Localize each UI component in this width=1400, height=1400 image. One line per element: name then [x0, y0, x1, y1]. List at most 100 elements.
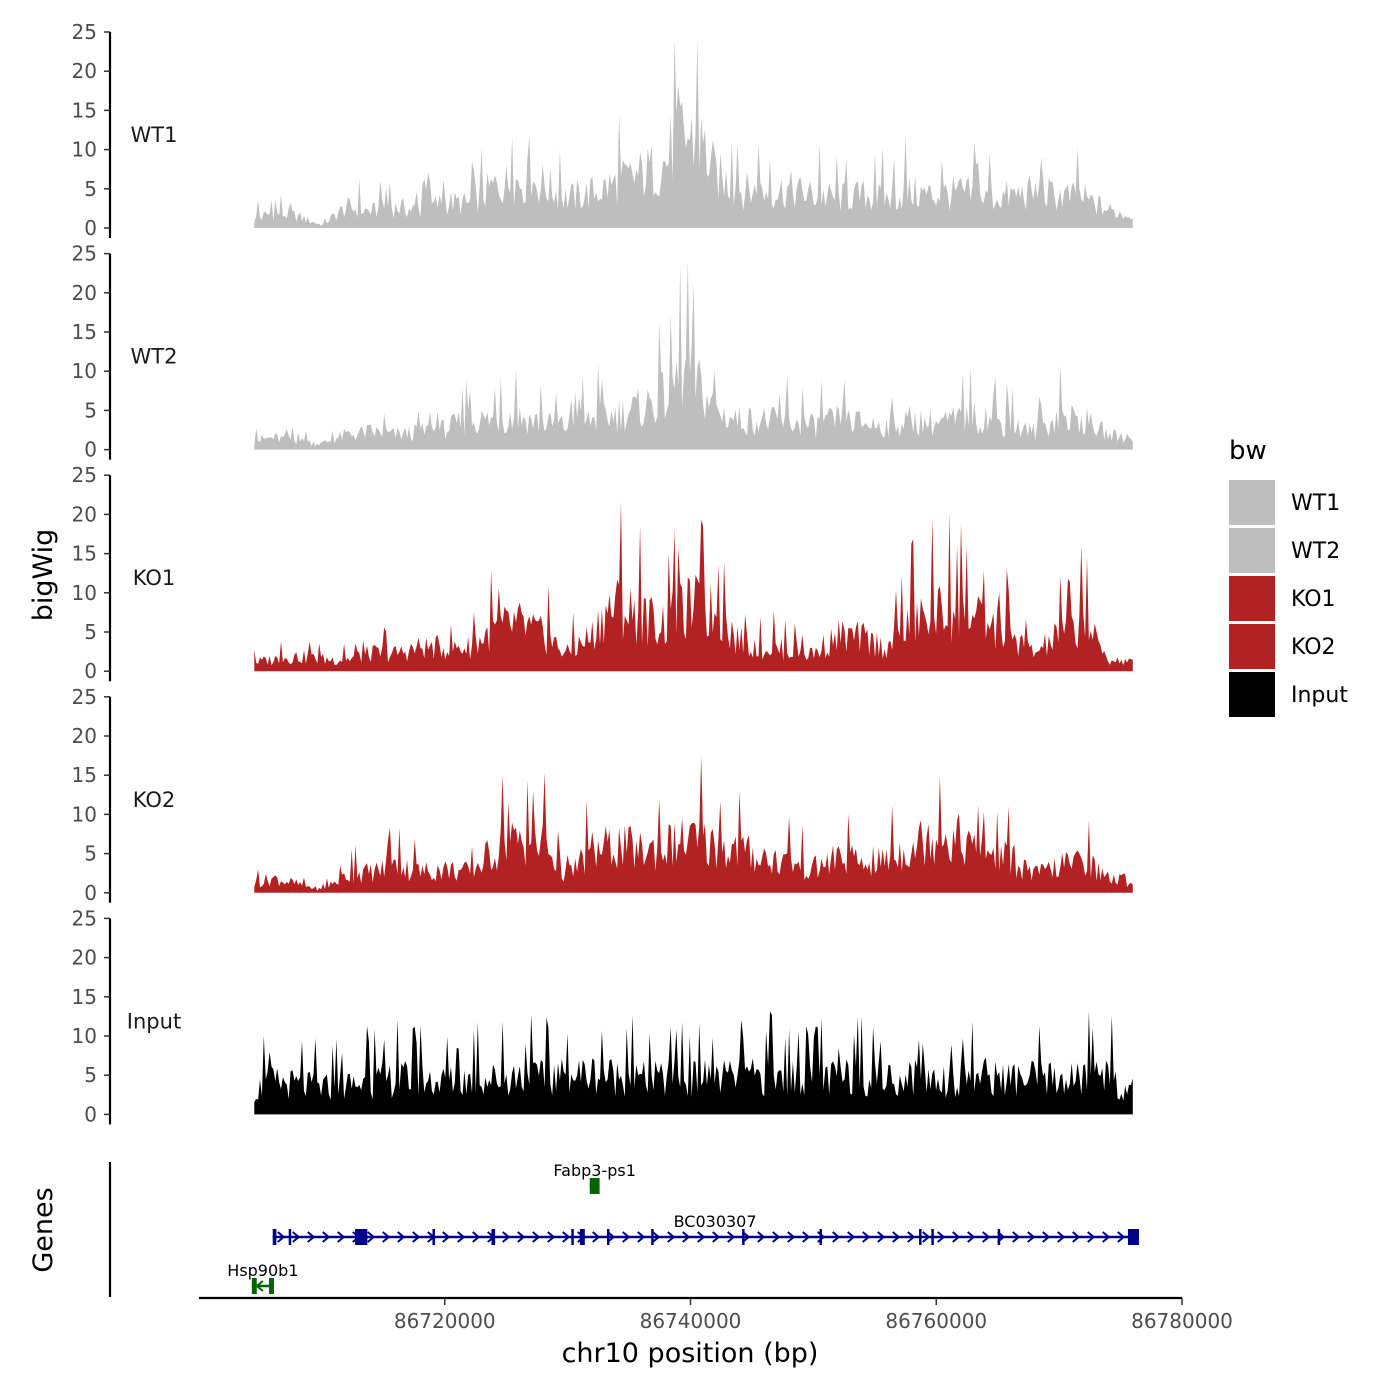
- y-tick-label: 25: [72, 906, 97, 930]
- y-tick-label: 20: [72, 59, 97, 83]
- strand-chevron: [337, 1231, 346, 1243]
- gene-exon: [491, 1229, 496, 1245]
- y-tick-label: 10: [72, 802, 97, 826]
- legend-swatch: [1229, 576, 1275, 621]
- legend-swatch: [1229, 672, 1275, 717]
- strand-chevron: [727, 1231, 736, 1243]
- strand-chevron: [255, 1280, 264, 1292]
- y-tick-label: 20: [72, 281, 97, 305]
- strand-chevron: [937, 1231, 946, 1243]
- strand-chevron: [1072, 1231, 1081, 1243]
- y-tick-label: 20: [72, 724, 97, 748]
- y-tick-label: 15: [72, 98, 97, 122]
- gene-exon: [819, 1229, 823, 1245]
- strand-chevron: [967, 1231, 976, 1243]
- y-tick-label: 25: [72, 242, 97, 266]
- strand-chevron: [667, 1231, 676, 1243]
- strand-chevron: [562, 1231, 571, 1243]
- strand-chevron: [877, 1231, 886, 1243]
- strand-chevron: [592, 1231, 601, 1243]
- y-tick-label: 0: [84, 1102, 97, 1126]
- strand-chevron: [772, 1231, 781, 1243]
- strand-chevron: [892, 1231, 901, 1243]
- strand-chevron: [412, 1231, 421, 1243]
- strand-chevron: [457, 1231, 466, 1243]
- legend-title: bw: [1229, 436, 1267, 466]
- strand-chevron: [742, 1231, 751, 1243]
- strand-chevron: [862, 1231, 871, 1243]
- x-tick-label: 86720000: [394, 1309, 496, 1333]
- gene-exon: [651, 1229, 654, 1245]
- y-tick-label: 15: [72, 542, 97, 566]
- track-wt1: 0 5 10 15 20 25 WT1: [72, 20, 1133, 240]
- strand-chevron: [517, 1231, 526, 1243]
- gene-exon: [997, 1229, 1001, 1245]
- legend-label: WT2: [1291, 539, 1340, 564]
- strand-chevron: [652, 1231, 661, 1243]
- y-tick-label: 5: [84, 398, 97, 422]
- gene-exon: [742, 1229, 745, 1245]
- legend-swatch: [1229, 624, 1275, 669]
- strand-chevron: [292, 1231, 301, 1243]
- strand-chevron: [1012, 1231, 1021, 1243]
- y-tick-label: 0: [84, 216, 97, 240]
- track-ko1: 0 5 10 15 20 25 KO1: [72, 463, 1133, 683]
- strand-chevron: [1042, 1231, 1051, 1243]
- legend-label: KO2: [1291, 635, 1336, 660]
- strand-chevron: [847, 1231, 856, 1243]
- strand-chevron: [757, 1231, 766, 1243]
- strand-chevron: [502, 1231, 511, 1243]
- gene-label: Hsp90b1: [227, 1261, 298, 1280]
- gene-exon: [919, 1229, 922, 1245]
- strand-chevron: [952, 1231, 961, 1243]
- strand-chevron: [547, 1231, 556, 1243]
- strand-chevron: [637, 1231, 646, 1243]
- coverage-area-ko2: [254, 756, 1133, 893]
- y-tick-label: 20: [72, 946, 97, 970]
- y-tick-label: 15: [72, 763, 97, 787]
- legend-swatch: [1229, 480, 1275, 525]
- y-tick-label: 0: [84, 659, 97, 683]
- strand-chevron: [382, 1231, 391, 1243]
- gene-exon: [589, 1178, 600, 1194]
- strand-chevron: [712, 1231, 721, 1243]
- track-label: KO2: [133, 788, 176, 812]
- track-input: 0 5 10 15 20 25 Input: [72, 906, 1133, 1126]
- y-tick-label: 10: [72, 138, 97, 162]
- y-tick-label: 10: [72, 581, 97, 605]
- track-label: Input: [127, 1009, 181, 1033]
- gene-hsp90b1: Hsp90b1: [227, 1261, 299, 1294]
- legend-label: Input: [1291, 683, 1348, 708]
- strand-chevron: [697, 1231, 706, 1243]
- strand-chevron: [532, 1231, 541, 1243]
- gene-fabp3-ps1: Fabp3-ps1: [553, 1161, 636, 1194]
- y-tick-label: 5: [84, 177, 97, 201]
- strand-chevron: [397, 1231, 406, 1243]
- legend-swatch: [1229, 528, 1275, 573]
- gene-exon: [571, 1229, 574, 1245]
- legend-items: WT1 WT2 KO1 KO2 Input: [1229, 480, 1348, 717]
- track-panels: 0510152025WT10510152025WT20510152025KO10…: [72, 20, 1133, 1126]
- gene-exon: [606, 1229, 610, 1245]
- y-tick-label: 5: [84, 842, 97, 866]
- x-axis: 86720000 86740000 86760000 86780000 chr10 p…: [199, 1296, 1233, 1369]
- y-tick-label: 10: [72, 359, 97, 383]
- legend: bw WT1 WT2 KO1 KO2 Input: [1229, 436, 1348, 717]
- gene-label: Fabp3-ps1: [553, 1161, 635, 1180]
- x-tick-label: 86780000: [1131, 1309, 1233, 1333]
- strand-chevron: [787, 1231, 796, 1243]
- strand-chevron: [1102, 1231, 1111, 1243]
- x-tick-label: 86740000: [640, 1309, 742, 1333]
- y-tick-label: 25: [72, 685, 97, 709]
- strand-chevron: [1057, 1231, 1066, 1243]
- gene-glyphs: Fabp3-ps1 BC030307 Hsp90b1: [227, 1161, 1139, 1294]
- track-label: KO1: [133, 566, 176, 590]
- coverage-area-wt1: [254, 37, 1133, 229]
- strand-chevron: [607, 1231, 616, 1243]
- coverage-area-input: [254, 1010, 1133, 1115]
- gene-exon: [931, 1229, 934, 1245]
- strand-chevron: [322, 1231, 331, 1243]
- y-tick-label: 0: [84, 881, 97, 905]
- y-tick-label: 5: [84, 620, 97, 644]
- y-tick-label: 15: [72, 320, 97, 344]
